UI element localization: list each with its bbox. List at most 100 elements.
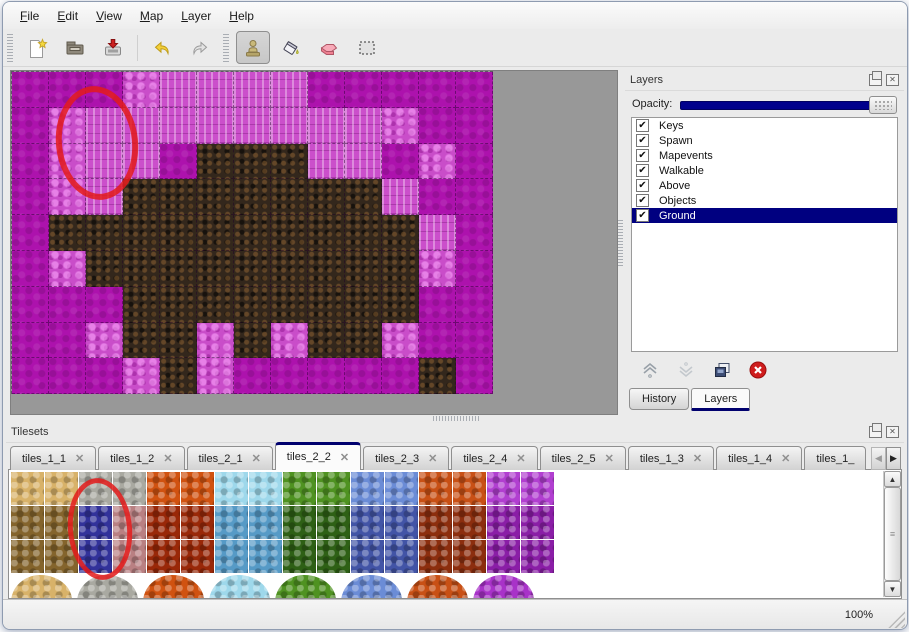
map-tile-r1c8[interactable] <box>308 107 345 144</box>
map-tile-r1c9[interactable] <box>345 107 382 144</box>
tileset-tile-r0c12[interactable] <box>419 472 452 505</box>
undo-button[interactable] <box>145 31 179 64</box>
menu-item-edit[interactable]: Edit <box>57 8 79 23</box>
opacity-slider[interactable] <box>680 95 897 114</box>
map-tile-r2c1[interactable] <box>49 143 86 180</box>
map-tile-r2c9[interactable] <box>345 143 382 180</box>
map-tile-r6c0[interactable] <box>12 286 49 323</box>
map-tile-r3c12[interactable] <box>456 179 493 216</box>
tileset-tile-r2c6[interactable] <box>215 540 248 573</box>
map-tile-r6c4[interactable] <box>160 286 197 323</box>
layer-visibility-checkbox[interactable]: ✔ <box>636 179 649 192</box>
rect-select-tool-button[interactable] <box>350 31 384 64</box>
tileset-tile-r2c11[interactable] <box>385 540 418 573</box>
layer-row-mapevents[interactable]: ✔ Mapevents <box>632 148 897 163</box>
tileset-tile-r0c1[interactable] <box>45 472 78 505</box>
toolbar-drag-handle[interactable] <box>7 33 13 62</box>
tileset-tab-tiles_2_3[interactable]: tiles_2_3 ✕ <box>363 446 450 470</box>
map-tile-r4c9[interactable] <box>345 215 382 251</box>
map-tile-r0c12[interactable] <box>456 72 493 108</box>
map-tile-r0c1[interactable] <box>49 72 86 108</box>
map-tile-r6c1[interactable] <box>49 286 86 323</box>
map-tile-r1c0[interactable] <box>12 107 49 144</box>
map-tile-r8c9[interactable] <box>345 358 382 395</box>
map-tile-r3c10[interactable] <box>382 179 419 216</box>
menu-item-file[interactable]: File <box>20 8 40 23</box>
map-tile-r4c10[interactable] <box>382 215 419 251</box>
map-tile-r3c9[interactable] <box>345 179 382 216</box>
map-tile-r3c5[interactable] <box>197 179 234 216</box>
map-tile-r1c5[interactable] <box>197 107 234 144</box>
map-tile-r1c4[interactable] <box>160 107 197 144</box>
map-tile-r7c12[interactable] <box>456 322 493 359</box>
map-tile-r5c12[interactable] <box>456 250 493 287</box>
tileset-tile-r1c11[interactable] <box>385 506 418 539</box>
tileset-tile-r2c0[interactable] <box>11 540 44 573</box>
map-tile-r5c5[interactable] <box>197 250 234 287</box>
tileset-blob-5[interactable] <box>341 575 402 598</box>
tileset-tile-r0c6[interactable] <box>215 472 248 505</box>
menu-item-map[interactable]: Map <box>139 8 164 23</box>
layer-row-spawn[interactable]: ✔ Spawn <box>632 133 897 148</box>
layer-visibility-checkbox[interactable]: ✔ <box>636 194 649 207</box>
tileset-tile-r0c4[interactable] <box>147 472 180 505</box>
map-tile-r2c12[interactable] <box>456 143 493 180</box>
map-tile-r0c7[interactable] <box>271 72 308 108</box>
layer-visibility-checkbox[interactable]: ✔ <box>636 149 649 162</box>
close-panel-icon[interactable]: ✕ <box>886 426 899 438</box>
map-tile-r7c10[interactable] <box>382 322 419 359</box>
map-tile-r4c2[interactable] <box>86 215 123 251</box>
float-panel-icon[interactable] <box>869 71 882 86</box>
map-tile-r1c2[interactable] <box>86 107 123 144</box>
map-tile-r8c11[interactable] <box>419 358 456 395</box>
map-tile-r6c7[interactable] <box>271 286 308 323</box>
map-tile-r5c1[interactable] <box>49 250 86 287</box>
tileset-tile-r1c3[interactable] <box>113 506 146 539</box>
map-tile-r7c7[interactable] <box>271 322 308 359</box>
scroll-tabs-right-button[interactable]: ▶ <box>886 447 901 470</box>
menu-item-help[interactable]: Help <box>229 8 254 23</box>
tileset-tile-r0c0[interactable] <box>11 472 44 505</box>
map-tile-r7c5[interactable] <box>197 322 234 359</box>
tileset-tile-r2c3[interactable] <box>113 540 146 573</box>
tileset-tile-r2c12[interactable] <box>419 540 452 573</box>
map-tile-r8c1[interactable] <box>49 358 86 395</box>
tileset-tile-r2c9[interactable] <box>317 540 350 573</box>
map-tile-r0c9[interactable] <box>345 72 382 108</box>
tileset-tile-r1c6[interactable] <box>215 506 248 539</box>
map-tile-r2c10[interactable] <box>382 143 419 180</box>
map-tile-r5c10[interactable] <box>382 250 419 287</box>
map-tile-r4c12[interactable] <box>456 215 493 251</box>
map-tile-r2c4[interactable] <box>160 143 197 180</box>
map-tile-r6c9[interactable] <box>345 286 382 323</box>
opacity-slider-track[interactable] <box>680 100 893 110</box>
map-tile-r6c8[interactable] <box>308 286 345 323</box>
tab-close-icon[interactable]: ✕ <box>516 453 526 465</box>
map-tile-r8c4[interactable] <box>160 358 197 395</box>
tileset-tile-r0c2[interactable] <box>79 472 112 505</box>
close-panel-icon[interactable]: ✕ <box>886 74 899 86</box>
tileset-tile-r0c8[interactable] <box>283 472 316 505</box>
map-tile-r7c3[interactable] <box>123 322 160 359</box>
map-tile-r3c3[interactable] <box>123 179 160 216</box>
layer-row-walkable[interactable]: ✔ Walkable <box>632 163 897 178</box>
layer-visibility-checkbox[interactable]: ✔ <box>636 164 649 177</box>
tileset-tile-r1c15[interactable] <box>521 506 554 539</box>
map-tile-r5c4[interactable] <box>160 250 197 287</box>
tileset-tile-r1c5[interactable] <box>181 506 214 539</box>
map-tile-r4c4[interactable] <box>160 215 197 251</box>
horizontal-splitter[interactable] <box>3 413 907 422</box>
tileset-tile-r2c4[interactable] <box>147 540 180 573</box>
scroll-tabs-left-button[interactable]: ◀ <box>871 447 886 470</box>
tileset-tile-r0c14[interactable] <box>487 472 520 505</box>
tileset-tab-tiles_1_[interactable]: tiles_1_ <box>804 446 867 470</box>
stamp-tool-button[interactable] <box>236 31 270 64</box>
map-tile-r0c6[interactable] <box>234 72 271 108</box>
tileset-tab-tiles_1_4[interactable]: tiles_1_4 ✕ <box>716 446 803 470</box>
layer-visibility-checkbox[interactable]: ✔ <box>636 209 649 222</box>
scrollbar-up-button[interactable]: ▲ <box>884 471 901 487</box>
map-tile-r6c3[interactable] <box>123 286 160 323</box>
tab-close-icon[interactable]: ✕ <box>75 453 85 465</box>
vertical-splitter[interactable] <box>616 70 625 413</box>
tab-close-icon[interactable]: ✕ <box>692 453 703 465</box>
